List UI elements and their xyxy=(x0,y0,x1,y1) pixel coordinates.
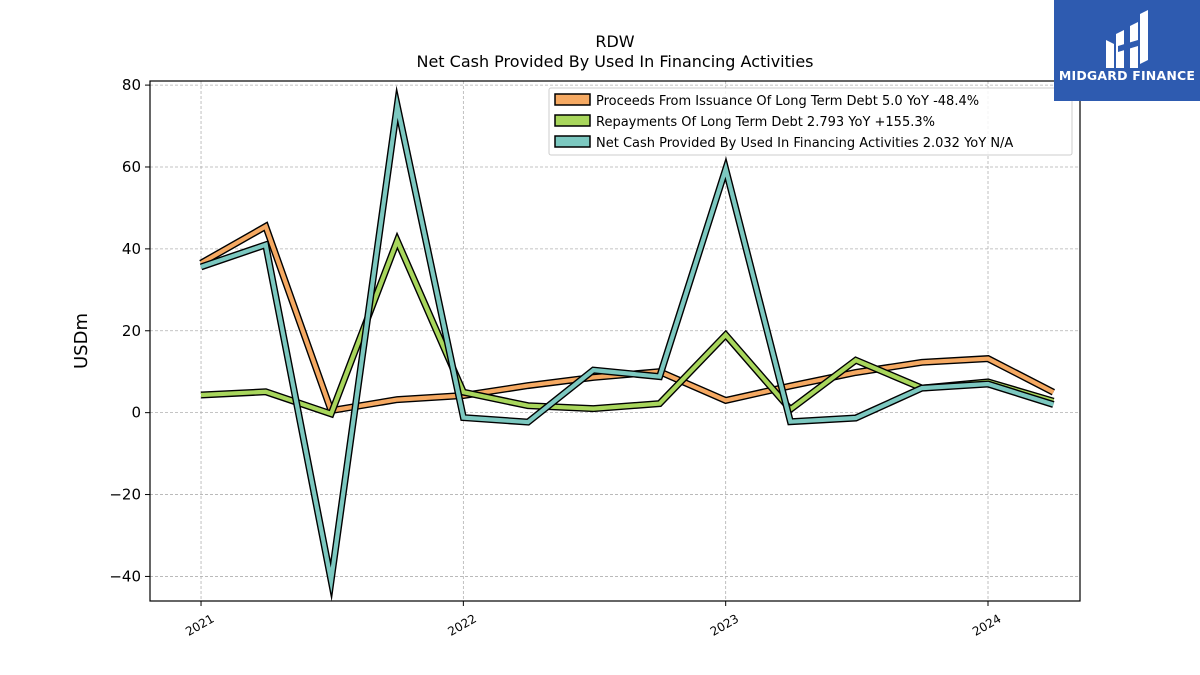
legend-label-2: Net Cash Provided By Used In Financing A… xyxy=(596,136,1013,151)
legend-swatch-0 xyxy=(554,93,591,106)
x-tick-label: 2021 xyxy=(183,611,216,638)
chart-title: RDW xyxy=(595,32,635,51)
y-tick-label: 0 xyxy=(131,404,141,422)
chart-subtitle: Net Cash Provided By Used In Financing A… xyxy=(416,52,814,71)
series-line-1 xyxy=(200,235,1054,417)
logo-text: MIDGARD FINANCE xyxy=(1058,68,1196,83)
x-tick-label: 2024 xyxy=(970,611,1003,638)
y-tick-label: 80 xyxy=(122,76,141,94)
series-outline-0 xyxy=(199,221,1055,415)
y-tick-label: −40 xyxy=(109,567,141,585)
y-tick-label: 20 xyxy=(122,322,141,340)
legend-box xyxy=(548,87,1073,156)
series-line-2 xyxy=(200,93,1055,594)
y-tick-label: 40 xyxy=(122,240,141,258)
legend-label-0: Proceeds From Issuance Of Long Term Debt… xyxy=(596,94,979,109)
logo-icon xyxy=(1106,10,1148,68)
y-axis-label: USDm xyxy=(71,313,92,369)
y-tick-label: 60 xyxy=(122,158,141,176)
series-outline-2 xyxy=(199,85,1055,602)
legend-label-1: Repayments Of Long Term Debt 2.793 YoY +… xyxy=(596,115,935,130)
legend-swatch-2 xyxy=(554,135,591,148)
x-tick-label: 2023 xyxy=(708,611,741,638)
x-tick-label: 2022 xyxy=(445,611,478,638)
y-tick-label: −20 xyxy=(109,486,141,504)
series-line-0 xyxy=(199,223,1055,413)
legend-swatch-1 xyxy=(554,114,591,127)
plot-frame xyxy=(149,80,1081,602)
brand-logo: MIDGARD FINANCE xyxy=(1054,0,1200,101)
